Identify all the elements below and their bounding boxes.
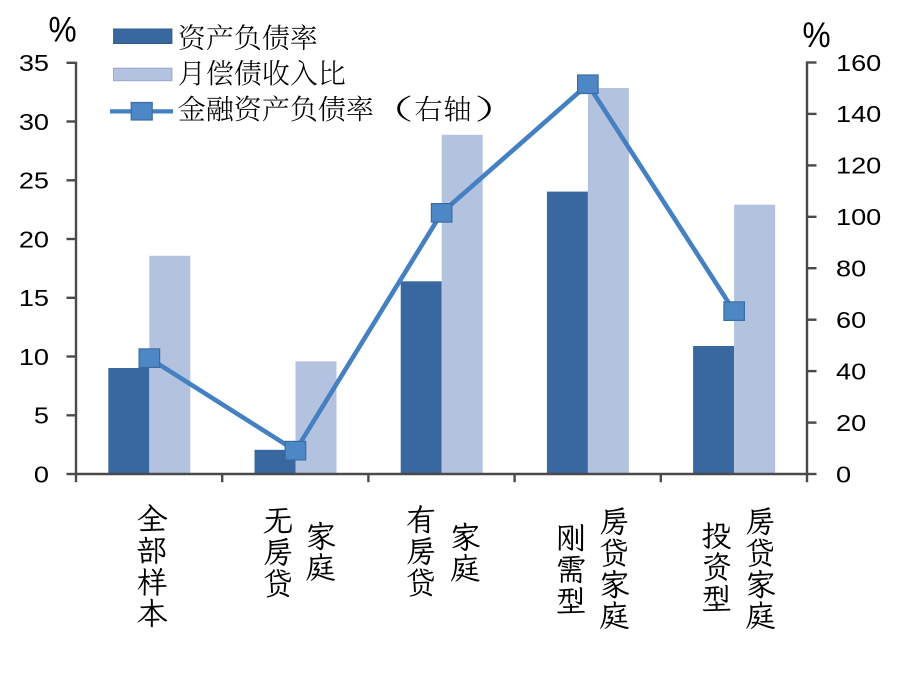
svg-text:100: 100 (836, 205, 881, 231)
svg-text:20: 20 (19, 227, 49, 253)
svg-text:%: % (49, 11, 77, 50)
svg-text:25: 25 (19, 168, 49, 194)
svg-text:%: % (803, 17, 831, 56)
svg-text:30: 30 (19, 110, 49, 136)
svg-text:120: 120 (836, 154, 881, 180)
svg-text:80: 80 (836, 256, 866, 282)
svg-text:20: 20 (836, 411, 866, 437)
svg-text:10: 10 (19, 345, 49, 371)
svg-text:160: 160 (836, 51, 881, 77)
svg-text:60: 60 (836, 308, 866, 334)
svg-text:0: 0 (34, 462, 49, 488)
svg-text:0: 0 (836, 462, 851, 488)
svg-text:15: 15 (19, 286, 49, 312)
svg-text:40: 40 (836, 359, 866, 385)
svg-text:35: 35 (19, 51, 49, 77)
svg-text:140: 140 (836, 102, 881, 128)
svg-text:5: 5 (34, 403, 49, 429)
